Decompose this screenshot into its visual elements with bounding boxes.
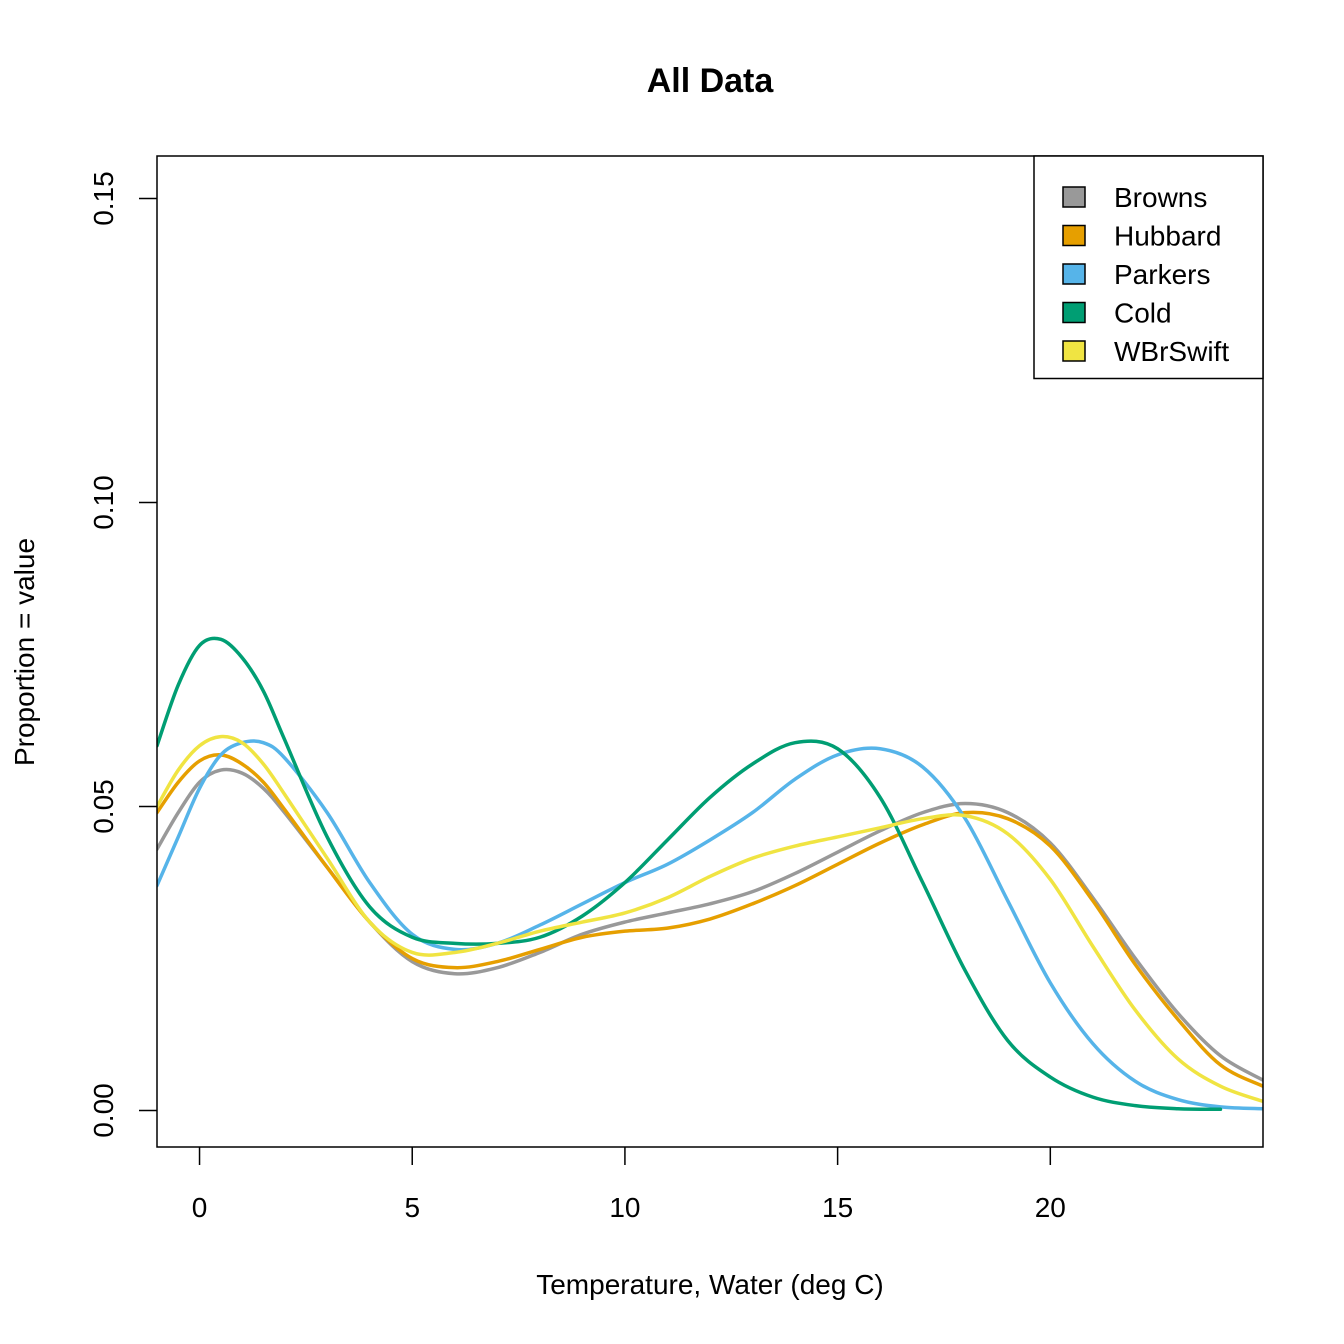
- chart-title: All Data: [647, 62, 775, 100]
- axes-layer: 0 5 10 15 20 0.00 0.05 0.10 0.15: [88, 171, 1066, 1223]
- legend-swatch-wbrswift: [1062, 340, 1086, 362]
- legend-swatch-hubbard: [1062, 224, 1086, 247]
- y-tick-label: 0.10: [88, 475, 119, 530]
- legend-label-cold: Cold: [1114, 298, 1172, 329]
- legend-label-parkers: Parkers: [1114, 259, 1210, 290]
- plot-frame: [156, 155, 1264, 1148]
- x-tick-label: 10: [609, 1192, 640, 1223]
- y-axis-label: Proportion = value: [9, 538, 40, 766]
- x-tick-label: 20: [1035, 1192, 1066, 1223]
- y-tick-label: 0.05: [88, 779, 119, 834]
- series-line-wbrswift: [157, 734, 1263, 1104]
- series-line-cold: [157, 636, 1223, 1112]
- legend-swatch-browns: [1062, 186, 1086, 208]
- legend-label-browns: Browns: [1114, 182, 1207, 213]
- x-axis-label: Temperature, Water (deg C): [536, 1269, 884, 1300]
- legend-label-hubbard: Hubbard: [1114, 221, 1221, 252]
- x-tick-label: 0: [192, 1192, 208, 1223]
- series-line-browns: [157, 767, 1263, 1082]
- y-tick-label: 0.00: [88, 1083, 119, 1138]
- legend-label-wbrswift: WBrSwift: [1114, 336, 1229, 367]
- series-layer: [157, 636, 1263, 1112]
- series-line-parkers: [157, 739, 1263, 1111]
- y-tick-label: 0.15: [88, 171, 119, 226]
- x-tick-label: 5: [404, 1192, 420, 1223]
- legend-swatch-cold: [1062, 301, 1086, 324]
- series-line-hubbard: [157, 753, 1263, 1088]
- legend: Browns Hubbard Parkers Cold WBrSwift: [1033, 155, 1264, 380]
- x-tick-label: 15: [822, 1192, 853, 1223]
- legend-swatch-parkers: [1062, 263, 1086, 285]
